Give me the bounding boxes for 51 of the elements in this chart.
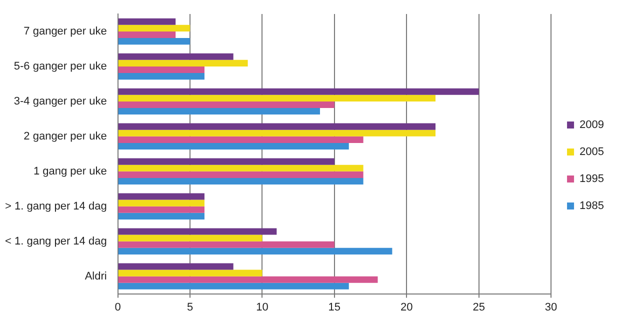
bar bbox=[118, 88, 479, 95]
bar bbox=[118, 123, 436, 130]
bar bbox=[118, 200, 204, 206]
bar bbox=[118, 60, 248, 66]
bar bbox=[118, 263, 234, 270]
bar bbox=[118, 228, 277, 235]
bar bbox=[118, 178, 364, 185]
x-tick-label: 0 bbox=[114, 301, 121, 314]
bar bbox=[118, 130, 436, 136]
bar bbox=[118, 136, 364, 143]
bar bbox=[118, 101, 334, 108]
bar bbox=[118, 142, 349, 150]
bar bbox=[118, 24, 190, 32]
legend-label: 1995 bbox=[580, 173, 604, 186]
bar bbox=[118, 164, 364, 172]
bar bbox=[118, 270, 262, 276]
x-tick-label: 20 bbox=[400, 301, 413, 314]
bar bbox=[118, 282, 349, 290]
x-tick-label: 10 bbox=[256, 301, 268, 314]
bar bbox=[118, 66, 204, 74]
y-tick-label: 2 ganger per uke bbox=[24, 130, 107, 142]
y-tick-label: > 1. gang per 14 dag bbox=[4, 200, 107, 212]
bar bbox=[118, 206, 204, 213]
y-tick-label: Aldri bbox=[84, 270, 107, 282]
bar bbox=[118, 18, 176, 25]
bar bbox=[118, 248, 392, 254]
y-tick-label: < 1. gang per 14 dag bbox=[4, 235, 107, 248]
bar bbox=[118, 73, 204, 80]
bar bbox=[118, 276, 378, 283]
bar bbox=[118, 158, 334, 165]
x-tick-label: 15 bbox=[328, 301, 341, 314]
bar bbox=[118, 94, 436, 102]
bar bbox=[118, 171, 364, 178]
x-tick-label: 5 bbox=[186, 301, 194, 314]
bar bbox=[118, 241, 334, 248]
bar bbox=[118, 108, 320, 115]
legend-label: 2005 bbox=[580, 146, 604, 158]
legend-label: 2009 bbox=[580, 119, 604, 132]
bar bbox=[118, 234, 262, 242]
bar bbox=[118, 193, 204, 200]
y-tick-label: 7 ganger per uke bbox=[24, 26, 107, 38]
legend-label: 1985 bbox=[580, 200, 604, 212]
y-tick-label: 3-4 ganger per uke bbox=[14, 95, 107, 108]
y-tick-label: 1 gang per uke bbox=[33, 165, 107, 178]
bar bbox=[118, 53, 234, 60]
bar bbox=[118, 212, 204, 220]
x-tick-label: 25 bbox=[472, 301, 485, 314]
x-tick-label: 30 bbox=[544, 301, 558, 314]
bar bbox=[118, 38, 190, 45]
y-tick-label: 5-6 ganger per uke bbox=[14, 60, 107, 72]
bar bbox=[118, 31, 176, 38]
